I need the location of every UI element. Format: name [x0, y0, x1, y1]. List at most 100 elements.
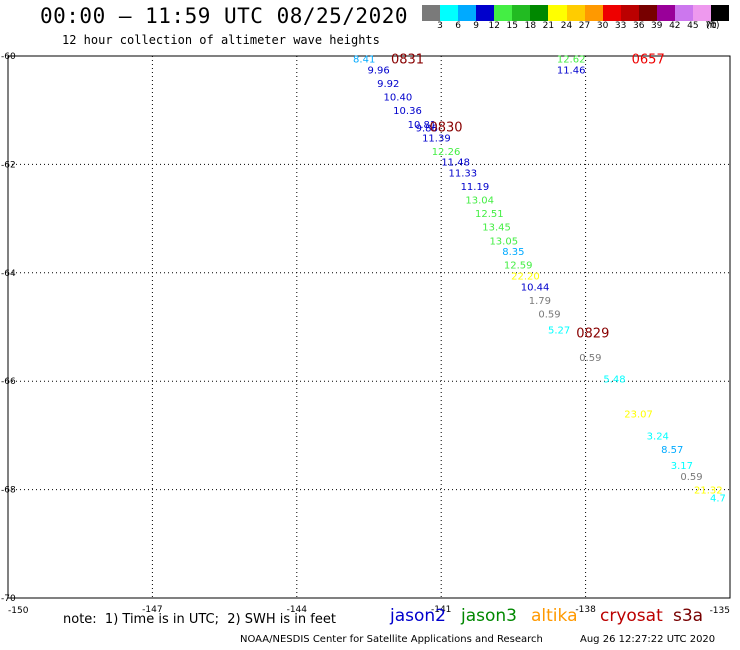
wave-height-value: 23.07: [624, 410, 653, 421]
longitude-tick-label: -138: [575, 605, 596, 615]
wave-height-value: 0.59: [680, 472, 702, 483]
wave-height-value: 5.48: [603, 374, 625, 385]
color-scale-tick: 15: [506, 21, 519, 31]
wave-height-value: 0.59: [538, 309, 560, 320]
wave-height-value: 0.59: [579, 353, 601, 364]
wave-height-value: 11.19: [461, 182, 490, 193]
wave-height-value: 11.46: [557, 66, 586, 77]
wave-height-color-scale: [422, 5, 730, 21]
color-scale-swatch: [566, 5, 585, 21]
color-scale-tick: 27: [578, 21, 591, 31]
wave-height-value: 5.27: [548, 326, 570, 337]
wave-height-value: 10.81: [408, 120, 437, 131]
color-scale-tick: 9: [473, 21, 480, 31]
color-scale-tick: 36: [632, 21, 645, 31]
wave-height-value: 13.45: [482, 223, 511, 234]
wave-height-value: 8.35: [502, 247, 524, 258]
pass-time-label: 0829: [576, 326, 609, 341]
page-title: 00:00 – 11:59 UTC 08/25/2020: [40, 4, 409, 28]
pass-time-label: 0831: [391, 53, 424, 68]
longitude-tick-label: -150: [8, 606, 29, 616]
lat-lon-grid: [7, 55, 731, 599]
wave-height-value: 9.86: [416, 124, 438, 135]
latitude-tick-label: -64: [1, 269, 16, 279]
wave-height-value: 13.05: [489, 236, 518, 247]
color-scale-tick: 70: [705, 21, 717, 31]
color-scale-swatch: [512, 5, 531, 21]
latitude-tick-label: -66: [1, 377, 16, 387]
wave-height-value: 3.24: [647, 431, 669, 442]
pass-time-label: 0830: [429, 120, 462, 135]
mission-legend-jason2: jason2: [390, 606, 446, 626]
wave-height-value: 12.62: [557, 55, 586, 66]
longitude-tick-label: -135: [710, 606, 730, 616]
wave-height-value: 12.26: [432, 147, 461, 158]
wave-height-value: 21.32: [694, 486, 723, 497]
color-scale-tick: 45: [687, 21, 699, 31]
wave-height-value: 3.17: [671, 461, 693, 472]
color-scale-tick: 21: [542, 21, 555, 31]
longitude-tick-label: -144: [287, 605, 308, 615]
latitude-tick-label: -68: [1, 486, 16, 496]
mission-legend-cryosat: cryosat: [600, 606, 663, 626]
color-scale-tick: 3: [437, 21, 443, 31]
color-scale-swatch: [458, 5, 477, 21]
mission-legend-s3a: s3a: [673, 606, 704, 626]
color-scale-swatch: [476, 5, 495, 21]
color-scale-tick: 6: [455, 21, 461, 31]
color-scale-swatch: [548, 5, 567, 21]
wave-height-value: 4.7: [710, 494, 726, 505]
wave-height-value: 1.79: [529, 296, 551, 307]
longitude-tick-label: -147: [142, 605, 162, 615]
color-scale-swatch: [711, 5, 730, 21]
color-scale-swatch: [692, 5, 711, 21]
color-scale-swatch: [422, 5, 441, 21]
color-scale-tick: 18: [524, 21, 537, 31]
color-scale-swatch: [530, 5, 549, 21]
latitude-tick-label: -62: [1, 160, 16, 170]
wave-height-value: 10.40: [384, 93, 413, 104]
color-scale-tick: 39: [651, 21, 663, 31]
footer-note: note: 1) Time is in UTC; 2) SWH is in fe…: [63, 612, 336, 627]
color-scale-tick: 24: [560, 21, 573, 31]
latitude-tick-label: -60: [1, 52, 16, 62]
mission-legend-jason3: jason3: [461, 606, 517, 626]
wave-height-value: 11.33: [449, 169, 478, 180]
color-scale-tick: 33: [614, 21, 627, 31]
color-scale-tick: 12: [488, 21, 500, 31]
color-scale-swatch: [674, 5, 693, 21]
wave-height-value: 8.41: [353, 55, 375, 66]
axis-tick-labels: -60 -62 -64 -66 -68 -70 -150 -147 -144 -141 -138 -1…: [1, 52, 730, 616]
pass-time-label: 0657: [632, 53, 665, 68]
wave-height-value: 9.92: [377, 79, 399, 90]
mission-legend-altika: altika: [531, 606, 578, 626]
wave-height-value: 10.36: [393, 106, 422, 117]
wave-height-value: 8.57: [661, 445, 683, 456]
wave-height-value: 12.59: [504, 261, 533, 272]
color-scale-swatch: [620, 5, 639, 21]
color-scale-swatch: [656, 5, 675, 21]
footer-credit: NOAA/NESDIS Center for Satellite Applica…: [240, 634, 543, 645]
wave-height-value: 13.04: [465, 196, 494, 207]
color-scale-unit: (ft): [706, 21, 720, 31]
color-scale-tick: 42: [669, 21, 681, 31]
wave-height-value: 22.20: [511, 272, 540, 283]
color-scale-swatch: [584, 5, 603, 21]
wave-height-value: 10.44: [521, 282, 550, 293]
color-scale-swatch: [440, 5, 459, 21]
page-subtitle: 12 hour collection of altimeter wave hei…: [62, 33, 380, 47]
wave-height-value: 12.51: [475, 209, 504, 220]
wave-height-value: 11.48: [441, 158, 470, 169]
wave-height-value: 11.39: [422, 133, 451, 144]
color-scale-swatch: [638, 5, 657, 21]
color-scale-swatch: [494, 5, 513, 21]
pass-time-labels: 0831 0830 0829 0657: [391, 53, 665, 342]
color-scale-swatch: [602, 5, 621, 21]
map-frame: [7, 55, 731, 599]
longitude-tick-label: -141: [431, 605, 451, 615]
footer-generated-time: Aug 26 12:27:22 UTC 2020: [580, 634, 716, 645]
wave-height-value: 9.96: [367, 66, 389, 77]
